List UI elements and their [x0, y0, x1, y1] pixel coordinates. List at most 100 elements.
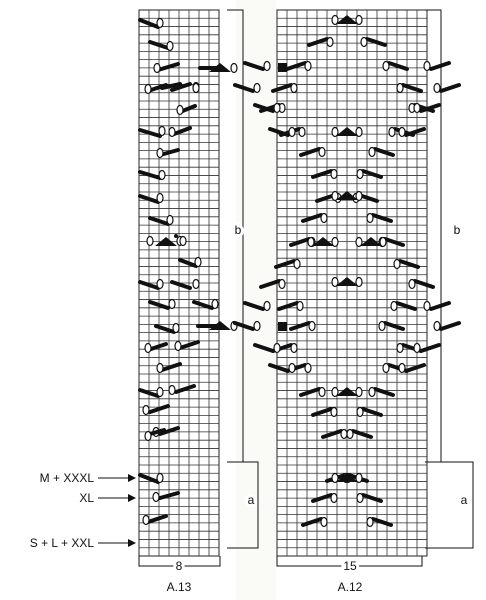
bobble-symbol — [331, 14, 339, 26]
size-marker-m-xxxl: M + XXXL — [40, 471, 136, 485]
section-a-label-a12: a — [461, 493, 468, 507]
section-a-label-a13: a — [248, 493, 255, 507]
cable-symbol — [301, 516, 328, 528]
size-marker-label: S + L + XXL — [30, 536, 95, 550]
bobble-symbol — [331, 190, 339, 202]
decrease-symbol — [360, 237, 382, 246]
cable-symbol — [423, 60, 451, 72]
bobble-symbol — [355, 14, 363, 26]
cable-symbol — [192, 298, 219, 310]
cable-symbol — [299, 386, 326, 398]
cable-symbol — [382, 60, 409, 72]
cable-symbol — [243, 300, 271, 312]
cable-symbol — [154, 322, 180, 334]
cable-symbol — [277, 300, 304, 312]
cable-symbol — [144, 342, 168, 354]
bobble-symbol — [355, 386, 363, 398]
cable-symbol — [398, 362, 426, 374]
cable-symbol — [138, 386, 164, 398]
stitch-count-brace-a12 — [276, 556, 423, 567]
cable-symbol — [368, 146, 395, 158]
cable-symbol — [259, 278, 286, 290]
cable-symbol — [152, 491, 180, 503]
cable-symbol — [148, 40, 174, 52]
cable-symbol — [393, 258, 420, 270]
cable-symbol — [433, 320, 461, 332]
cable-symbol — [366, 212, 393, 224]
cable-symbol — [274, 258, 301, 270]
decrease-symbol — [155, 237, 177, 246]
bobble-symbol — [331, 236, 339, 248]
size-marker-s-l-xxl: S + L + XXL — [30, 536, 136, 550]
cable-symbol — [156, 147, 180, 159]
cable-symbol — [360, 36, 387, 48]
section-brackets-a12 — [425, 9, 474, 549]
chart-name-a13: A.13 — [167, 580, 192, 594]
decrease-symbol — [336, 191, 358, 200]
cable-symbol — [413, 342, 441, 354]
section-brackets-a13 — [227, 9, 259, 549]
cable-symbol — [253, 342, 281, 354]
cable-symbol — [311, 492, 338, 504]
cable-symbol — [233, 320, 261, 332]
cable-symbol — [366, 516, 393, 528]
size-marker-label: XL — [79, 491, 94, 505]
decrease-symbol — [336, 387, 358, 396]
cable-symbol — [138, 125, 166, 138]
cable-symbol — [148, 298, 176, 310]
decrease-symbol — [336, 473, 358, 482]
bobble-symbol — [355, 472, 363, 484]
filled-stitch-symbol — [278, 322, 287, 331]
cable-symbol — [289, 320, 316, 332]
cable-symbol — [413, 102, 441, 114]
cable-symbol — [138, 192, 164, 204]
cable-symbol — [271, 82, 298, 94]
stitch-count-a13: 8 — [176, 559, 183, 573]
cable-symbol — [176, 104, 197, 116]
cable-symbol — [423, 300, 451, 312]
bobble-symbol — [331, 386, 339, 398]
cable-symbol — [138, 17, 164, 29]
bobble-symbol — [307, 236, 315, 248]
cable-symbol — [307, 36, 334, 48]
cable-symbol — [168, 384, 196, 396]
bobble-symbol — [331, 126, 339, 138]
decrease-symbol — [209, 321, 231, 330]
cable-symbol — [138, 472, 164, 484]
cable-symbol — [148, 214, 174, 226]
filled-stitch-symbol — [278, 63, 287, 72]
decrease-symbol — [336, 15, 358, 24]
cable-symbol — [311, 168, 338, 180]
section-b-label-a13: b — [235, 223, 242, 237]
decrease-symbol — [336, 277, 358, 286]
cable-symbol — [408, 278, 435, 290]
bobble-symbol — [355, 276, 363, 288]
cable-symbol — [156, 362, 182, 374]
decrease-symbol — [312, 237, 334, 246]
cable-symbol — [390, 300, 417, 312]
bobble-symbol — [146, 235, 154, 247]
decrease-symbol — [336, 127, 358, 136]
section-b-label-a12: b — [454, 223, 461, 237]
cable-symbol — [233, 82, 261, 94]
cable-symbol — [398, 126, 426, 138]
cable-symbol — [356, 168, 383, 180]
cable-symbol — [153, 62, 180, 74]
cable-symbol — [346, 428, 373, 440]
chart-name-a12: A.12 — [338, 580, 363, 594]
size-marker-xl: XL — [79, 491, 136, 505]
cable-symbol — [285, 60, 312, 72]
cable-symbol — [368, 386, 395, 398]
bobble-symbol — [379, 236, 387, 248]
cable-symbol — [178, 256, 202, 268]
cable-symbol — [170, 82, 200, 94]
bobble-symbol — [331, 276, 339, 288]
bobble-symbol — [355, 190, 363, 202]
cable-symbol — [378, 320, 405, 332]
cable-symbol — [301, 212, 328, 224]
cable-symbol — [311, 406, 338, 418]
cable-symbol — [144, 428, 166, 442]
stitch-count-brace-a13 — [138, 556, 221, 567]
cable-symbol — [356, 406, 383, 418]
decrease-symbol — [209, 63, 231, 72]
